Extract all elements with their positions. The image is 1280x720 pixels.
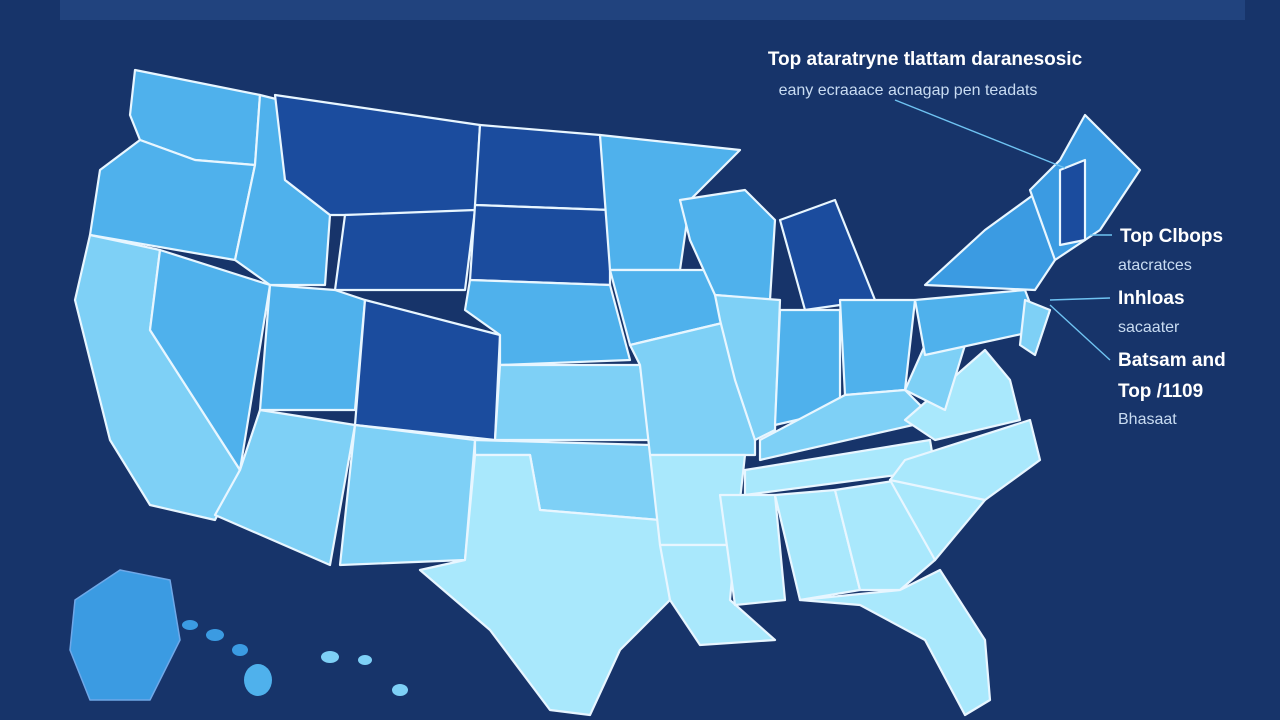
- callout-text: atacratces: [1118, 257, 1192, 274]
- state: [888, 418, 1042, 502]
- state: [213, 408, 357, 567]
- state: [758, 388, 937, 462]
- top-bar: [60, 0, 1245, 20]
- leader: [1049, 297, 1111, 301]
- state: [258, 283, 367, 412]
- callout-heading: Top /1109: [1118, 381, 1203, 402]
- state: [1018, 298, 1052, 357]
- state: [493, 363, 652, 442]
- state: [1058, 158, 1087, 247]
- callout-text: Bhasaat: [1118, 411, 1177, 428]
- leader-lines: [894, 99, 1112, 361]
- state: [798, 568, 992, 717]
- alaska: [69, 569, 181, 701]
- callout-heading: Top Clbops: [1120, 226, 1223, 247]
- state: [713, 293, 782, 442]
- state: [473, 123, 612, 212]
- callout-heading: Inhloas: [1118, 288, 1185, 309]
- hawaii: [182, 620, 408, 696]
- state: [338, 423, 477, 567]
- state: [718, 493, 787, 607]
- leader: [894, 99, 1066, 169]
- state: [468, 203, 612, 287]
- subtitle: eany ecraaace acnagap pen teadats: [779, 82, 1038, 99]
- state: [333, 208, 477, 292]
- us-map: [69, 68, 1142, 717]
- leader: [1049, 304, 1111, 361]
- callout-heading: Batsam and: [1118, 350, 1226, 371]
- title: Top ataratryne tlattam daranesosic: [768, 49, 1083, 70]
- state: [418, 453, 672, 717]
- state: [838, 298, 917, 397]
- state: [598, 133, 742, 272]
- state: [903, 348, 1022, 442]
- callout-text: sacaater: [1118, 319, 1180, 336]
